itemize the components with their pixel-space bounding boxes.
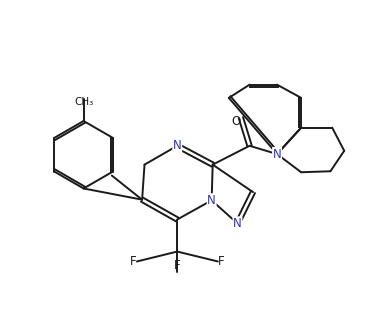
Text: F: F [218, 255, 225, 268]
Text: N: N [173, 139, 181, 152]
Text: F: F [174, 260, 181, 272]
Text: N: N [207, 194, 216, 207]
Text: N: N [233, 217, 242, 230]
Text: CH₃: CH₃ [74, 97, 93, 107]
Text: O: O [231, 115, 241, 128]
Text: F: F [130, 255, 137, 268]
Text: N: N [273, 147, 282, 161]
